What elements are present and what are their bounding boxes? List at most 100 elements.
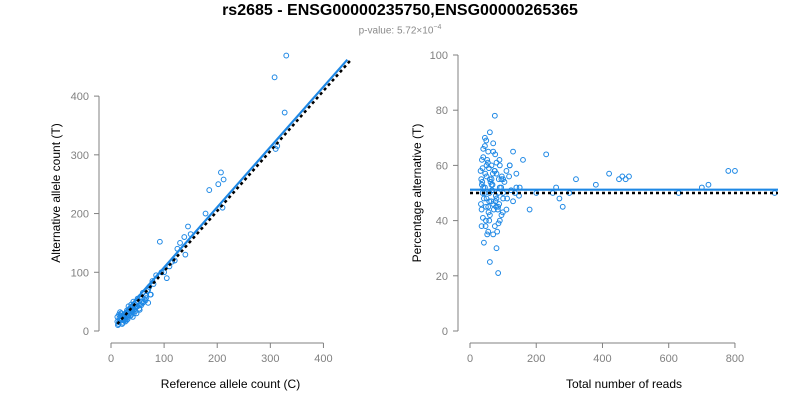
panel2-y-tick-label: 100: [430, 50, 448, 62]
panel2-data-point: [504, 195, 510, 202]
panel2-data-point: [479, 165, 486, 172]
panel2-data-point: [479, 179, 486, 185]
panel1-data-point: [156, 238, 163, 245]
panel1-data-point: [123, 317, 130, 324]
panel1-data-point: [145, 286, 152, 293]
panel2-data-point: [573, 176, 579, 183]
panel2-data-point: [485, 209, 492, 216]
panel2-data-point: [491, 112, 498, 119]
panel2-data-point: [482, 170, 489, 177]
panel1-data-point: [124, 316, 131, 323]
panel2-y-tick-label: 0: [442, 326, 448, 338]
panel2-data-point: [485, 165, 492, 172]
panel2-data-point: [480, 154, 487, 161]
panel2-data-point: [495, 203, 502, 210]
panel2-data-point: [484, 159, 491, 166]
panel2-data-point: [592, 181, 599, 188]
panel2-data-point: [495, 270, 502, 276]
panel2-data-point: [622, 176, 629, 183]
panel2-data-point: [503, 206, 510, 213]
panel1-data-point: [134, 303, 140, 310]
panel2-data-point: [488, 176, 495, 183]
panel1-data-point: [145, 299, 152, 306]
panel1-data-point: [129, 314, 136, 320]
panel2-data-point: [543, 151, 550, 158]
panel2-x-tick-label: 800: [726, 353, 744, 365]
panel2-data-point: [513, 170, 520, 177]
panel2-data-point: [506, 162, 513, 169]
panel2-data-point: [492, 151, 499, 158]
panel2-data-point: [478, 206, 485, 213]
panel2-data-point: [559, 203, 566, 210]
p-value-exponent: −4: [433, 24, 442, 31]
panel1-plot-group: 0 100 200 300 400 0 100 200 300 400 Reference alle…: [49, 52, 351, 391]
panel2-data-point: [490, 231, 497, 238]
panel2-data-point: [501, 179, 508, 185]
panel2-data-point: [492, 198, 499, 205]
panel2-y-tick-label: 60: [436, 160, 448, 172]
panel2-data-point: [491, 223, 498, 230]
panel2-data-point: [481, 195, 487, 202]
panel2-data-point: [483, 173, 490, 180]
panel2-data-point: [486, 217, 493, 224]
panel2-data-point: [484, 231, 491, 238]
panel2-data-point: [485, 228, 492, 235]
p-value-text: p-value: 5.72×10: [358, 25, 434, 37]
panel2-data-point: [556, 195, 563, 202]
panel1-data-point: [185, 223, 191, 230]
panel1-reference-line: [116, 60, 351, 325]
panel1-data-point: [283, 52, 290, 59]
chart-title: rs2685 - ENSG00000235750,ENSG00000265365: [222, 2, 578, 19]
panel2-data-point: [499, 209, 506, 216]
panel2-points-group: [477, 112, 778, 276]
panel2-data-point: [481, 239, 487, 246]
panel1-x-tick-label: 100: [155, 353, 173, 365]
panel1-points-group: [114, 52, 290, 329]
panel1-data-point: [171, 257, 178, 264]
panel1-data-point: [215, 181, 222, 188]
panel1-x-tick-label: 200: [208, 353, 226, 365]
panel2-data-point: [485, 148, 492, 155]
panel2-data-point: [493, 203, 500, 210]
panel2-data-point: [493, 195, 500, 202]
panel2-data-point: [490, 140, 497, 147]
panel2-y-axis-label: Percentage alternative (T): [410, 124, 424, 263]
panel2-data-point: [482, 203, 489, 210]
panel2-data-point: [486, 176, 493, 183]
panel2-data-point: [478, 223, 485, 230]
panel2-data-point: [486, 212, 493, 218]
panel2-data-point: [496, 162, 503, 169]
panel1-data-point: [206, 187, 213, 193]
panel2-data-point: [500, 195, 507, 202]
panel2-data-point: [478, 201, 484, 207]
panel2-data-point: [705, 181, 712, 188]
panel2-data-point: [488, 181, 495, 188]
panel2-x-axis-label: Total number of reads: [566, 377, 682, 391]
panel1-data-point: [281, 109, 288, 116]
panel2-data-point: [606, 170, 612, 177]
panel2-data-point: [503, 168, 510, 174]
panel1-data-point: [130, 310, 137, 317]
panel2-data-point: [725, 168, 732, 174]
panel2-data-point: [619, 173, 626, 180]
panel1-data-point: [163, 275, 170, 282]
panel2-data-point: [485, 203, 492, 210]
panel1-data-point: [202, 210, 209, 217]
panel2-data-point: [495, 220, 502, 227]
panel1-x-tick-label: 0: [108, 353, 114, 365]
panel2-data-point: [479, 181, 485, 188]
panel2-data-point: [510, 198, 516, 205]
panel2-data-point: [506, 173, 512, 180]
panel2-data-point: [478, 176, 485, 183]
panel2-data-point: [482, 134, 488, 141]
panel2-data-point: [510, 148, 516, 155]
panel2-data-point: [626, 173, 632, 180]
panel2-data-point: [495, 176, 502, 183]
panel1-y-tick-label: 100: [71, 267, 89, 279]
panel2-y-tick-label: 20: [436, 271, 448, 283]
panel1-x-tick-label: 300: [261, 353, 279, 365]
panel1-data-point: [181, 234, 188, 240]
panel2-data-point: [520, 156, 526, 163]
